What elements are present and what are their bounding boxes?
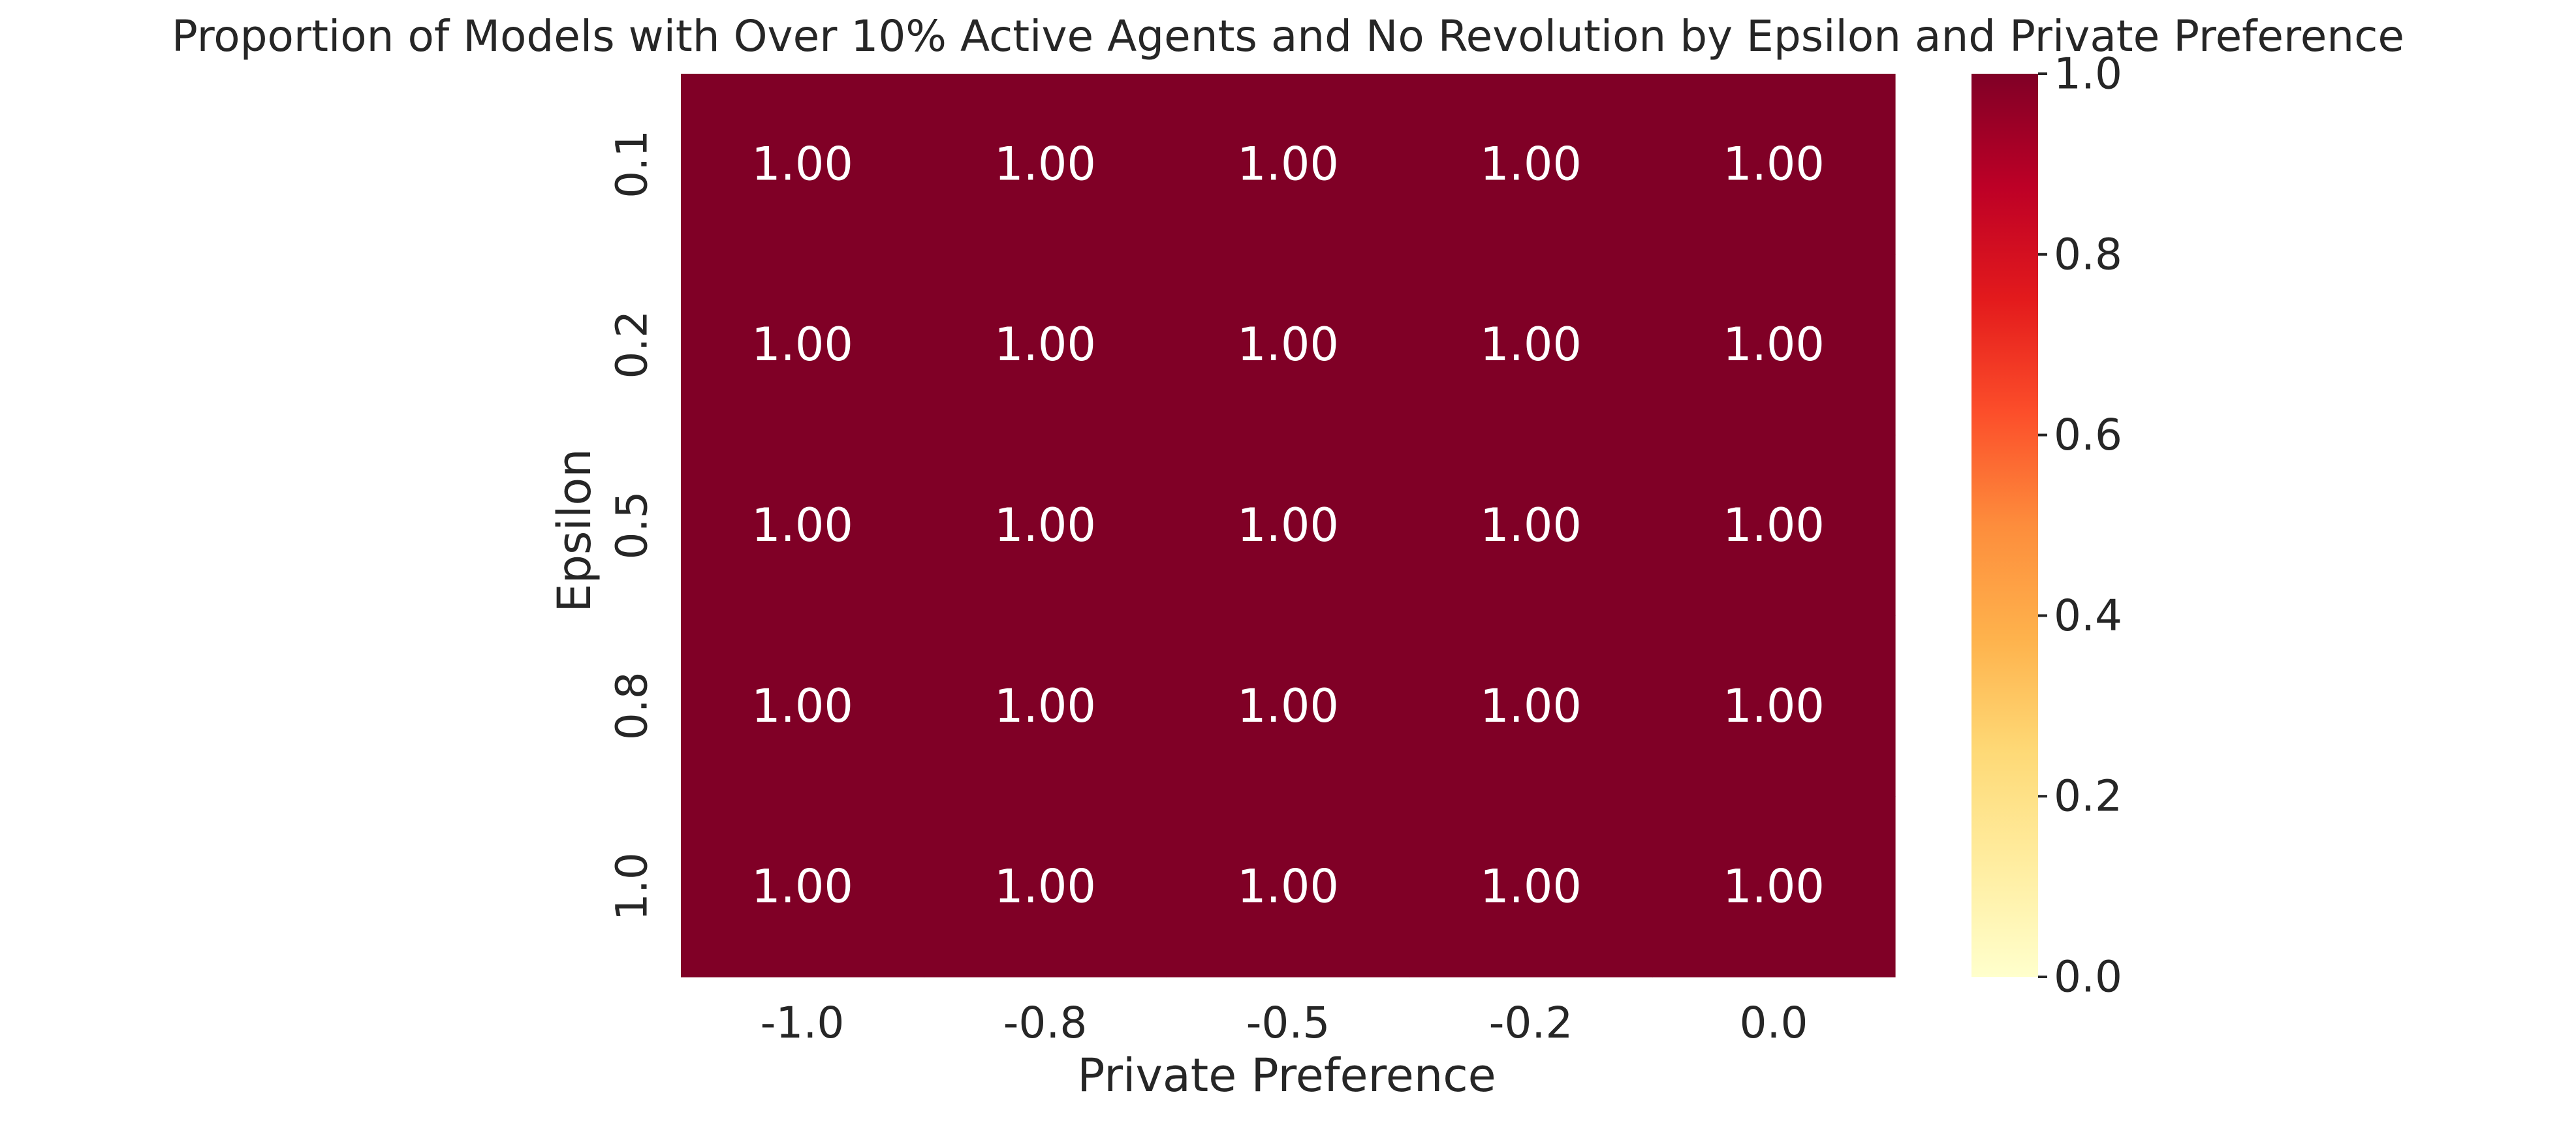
cell-value-label: 1.00 bbox=[1480, 499, 1582, 552]
cell-value-label: 1.00 bbox=[1723, 860, 1825, 914]
cell-value-label: 1.00 bbox=[994, 137, 1096, 191]
cell-value-label: 1.00 bbox=[994, 318, 1096, 371]
y-tick-label: 0.1 bbox=[607, 130, 657, 198]
cell-value-label: 1.00 bbox=[751, 137, 853, 191]
heatmap-cell bbox=[681, 435, 924, 616]
heatmap-cell bbox=[1167, 615, 1410, 797]
heatmap-cell bbox=[924, 615, 1167, 797]
heatmap-cell bbox=[1652, 254, 1896, 436]
heatmap-cell bbox=[1167, 796, 1410, 978]
colorbar-ticks: 0.0 0.2 0.4 0.6 0.8 1.0 bbox=[2038, 49, 2122, 1002]
heatmap-cell bbox=[924, 254, 1167, 436]
cell-value-label: 1.00 bbox=[1723, 499, 1825, 552]
y-tick-label: 0.5 bbox=[607, 491, 657, 560]
y-tick-labels: 0.1 0.2 0.5 0.8 1.0 bbox=[607, 130, 657, 921]
x-axis-label: Private Preference bbox=[1077, 1049, 1496, 1102]
heatmap-cell bbox=[1167, 435, 1410, 616]
cell-value-label: 1.00 bbox=[1480, 318, 1582, 371]
cell-value-label: 1.00 bbox=[1480, 679, 1582, 733]
cell-value-label: 1.00 bbox=[751, 679, 853, 733]
heatmap-cell bbox=[681, 74, 924, 255]
cell-value-label: 1.00 bbox=[751, 499, 853, 552]
y-axis-label: Epsilon bbox=[548, 448, 601, 612]
x-tick-label: 0.0 bbox=[1740, 998, 1808, 1048]
cell-value-label: 1.00 bbox=[1480, 137, 1582, 191]
cell-value-label: 1.00 bbox=[1237, 318, 1339, 371]
heatmap-cell bbox=[1652, 615, 1896, 797]
heatmap-cell bbox=[1409, 796, 1653, 978]
heatmap-cell bbox=[1167, 254, 1410, 436]
heatmap-cell bbox=[681, 796, 924, 978]
y-tick-label: 1.0 bbox=[607, 852, 657, 921]
heatmap-cell bbox=[681, 254, 924, 436]
y-tick-label: 0.2 bbox=[607, 311, 657, 379]
heatmap-cell bbox=[924, 435, 1167, 616]
colorbar-tick-label: 0.0 bbox=[2054, 952, 2122, 1002]
cell-value-label: 1.00 bbox=[1480, 860, 1582, 914]
heatmap-cell bbox=[1409, 435, 1653, 616]
cell-value-label: 1.00 bbox=[1723, 318, 1825, 371]
heatmap-cell bbox=[924, 796, 1167, 978]
colorbar-gradient bbox=[1971, 74, 2038, 977]
cell-value-label: 1.00 bbox=[1723, 137, 1825, 191]
cell-value-label: 1.00 bbox=[994, 860, 1096, 914]
cell-value-label: 1.00 bbox=[1237, 860, 1339, 914]
chart-title: Proportion of Models with Over 10% Activ… bbox=[172, 11, 2404, 61]
heatmap-cell bbox=[1409, 615, 1653, 797]
x-tick-label: -0.2 bbox=[1489, 998, 1573, 1048]
x-tick-labels: -1.0 -0.8 -0.5 -0.2 0.0 bbox=[761, 998, 1808, 1048]
cell-value-label: 1.00 bbox=[1237, 679, 1339, 733]
cell-value-label: 1.00 bbox=[994, 679, 1096, 733]
cell-value-label: 1.00 bbox=[994, 499, 1096, 552]
colorbar-tick-label: 0.4 bbox=[2054, 591, 2122, 641]
x-tick-label: -1.0 bbox=[761, 998, 845, 1048]
colorbar-tick-label: 0.2 bbox=[2054, 771, 2122, 822]
heatmap-cell bbox=[681, 615, 924, 797]
cell-annotations: 1.00 1.00 1.00 1.00 1.00 1.00 1.00 1.00 1.00 1.00… bbox=[751, 137, 1825, 913]
y-tick-label: 0.8 bbox=[607, 671, 657, 740]
colorbar-tick-label: 0.8 bbox=[2054, 229, 2122, 279]
x-tick-label: -0.8 bbox=[1003, 998, 1088, 1048]
heatmap-cell bbox=[1652, 74, 1896, 255]
heatmap-cell bbox=[1652, 435, 1896, 616]
colorbar-tick-label: 1.0 bbox=[2054, 49, 2122, 99]
heatmap-cells bbox=[681, 74, 1896, 978]
heatmap-cell bbox=[1652, 796, 1896, 978]
heatmap-cell bbox=[1167, 74, 1410, 255]
cell-value-label: 1.00 bbox=[1237, 499, 1339, 552]
cell-value-label: 1.00 bbox=[751, 318, 853, 371]
cell-value-label: 1.00 bbox=[1723, 679, 1825, 733]
cell-value-label: 1.00 bbox=[751, 860, 853, 914]
heatmap-cell bbox=[1409, 254, 1653, 436]
colorbar: 0.0 0.2 0.4 0.6 0.8 1.0 bbox=[1971, 49, 2122, 1002]
cell-value-label: 1.00 bbox=[1237, 137, 1339, 191]
colorbar-tick-label: 0.6 bbox=[2054, 410, 2122, 460]
heatmap-cell bbox=[924, 74, 1167, 255]
heatmap-cell bbox=[1409, 74, 1653, 255]
x-tick-label: -0.5 bbox=[1246, 998, 1330, 1048]
